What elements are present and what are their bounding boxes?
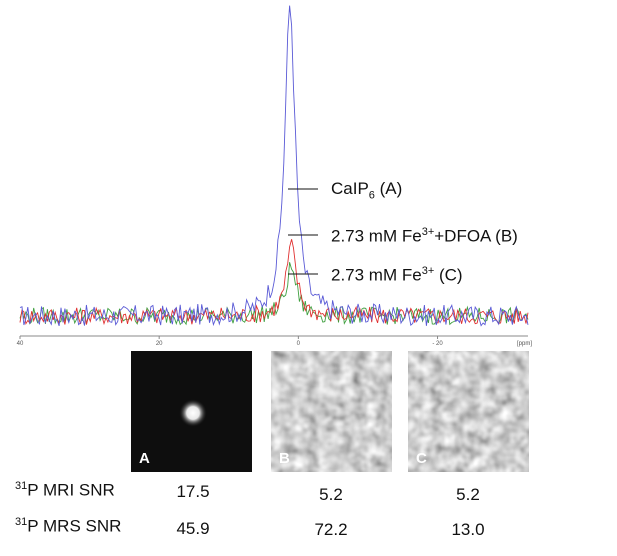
mri-image-b-picture — [271, 351, 392, 472]
row-label-mri-snr-isotope: 31 — [15, 480, 28, 492]
row-label-mrs-snr-isotope: 31 — [15, 516, 28, 528]
series-line-2 — [19, 262, 529, 326]
annotation-a: CaIP6 (A) — [331, 179, 402, 201]
annotation-a-subscript: 6 — [368, 189, 375, 202]
annotation-b: 2.73 mM Fe3++DFOA (B) — [331, 226, 518, 247]
spectrum-chart: 40 20 0 - 20 [ppm] — [17, 5, 532, 347]
x-tick-label: 0 — [297, 341, 301, 347]
mri-image-b: B — [271, 351, 392, 472]
annotation-c: 2.73 mM Fe3+ (C) — [331, 265, 463, 286]
series-line-1 — [19, 239, 529, 326]
x-tick-label: 40 — [17, 341, 24, 347]
mri-image-a-label: A — [139, 450, 150, 467]
mrs-snr-c: 13.0 — [451, 520, 485, 539]
row-label-mri-snr-text: P MRI SNR — [27, 480, 115, 500]
annotation-c-superscript: 3+ — [421, 265, 435, 277]
series-layer — [19, 5, 529, 327]
row-label-mrs-snr-text: P MRS SNR — [27, 516, 122, 536]
mri-image-c-label: C — [416, 450, 427, 467]
mri-image-b-label: B — [279, 450, 290, 467]
mri-snr-a: 17.5 — [176, 482, 210, 501]
mri-image-c-picture — [408, 351, 529, 472]
series-line-0 — [19, 5, 529, 327]
x-tick-label: - 20 — [432, 341, 443, 347]
mri-image-a-picture — [131, 351, 252, 472]
annotation-leaders — [288, 188, 318, 275]
annotation-c-text: 2.73 mM Fe — [331, 265, 422, 285]
mri-image-c: C — [408, 351, 529, 472]
mri-snr-b: 5.2 — [319, 485, 343, 504]
mrs-snr-a: 45.9 — [176, 519, 210, 538]
annotation-c-suffix: (C) — [434, 265, 463, 285]
mrs-snr-b: 72.2 — [314, 520, 348, 539]
annotation-a-suffix: (A) — [374, 179, 403, 198]
annotation-b-text: 2.73 mM Fe — [331, 226, 422, 246]
annotation-a-text: CaIP — [331, 179, 369, 198]
row-label-mrs-snr: 31P MRS SNR — [15, 516, 121, 537]
annotation-b-suffix: +DFOA (B) — [434, 226, 518, 246]
x-tick-layer: 40 20 0 - 20 [ppm] — [17, 336, 532, 347]
mri-image-a: A — [131, 351, 252, 472]
x-tick-label: 20 — [156, 341, 163, 347]
row-label-mri-snr: 31P MRI SNR — [15, 480, 115, 501]
annotation-b-superscript: 3+ — [421, 226, 435, 238]
x-axis-unit: [ppm] — [517, 341, 532, 347]
mri-snr-c: 5.2 — [456, 485, 480, 504]
